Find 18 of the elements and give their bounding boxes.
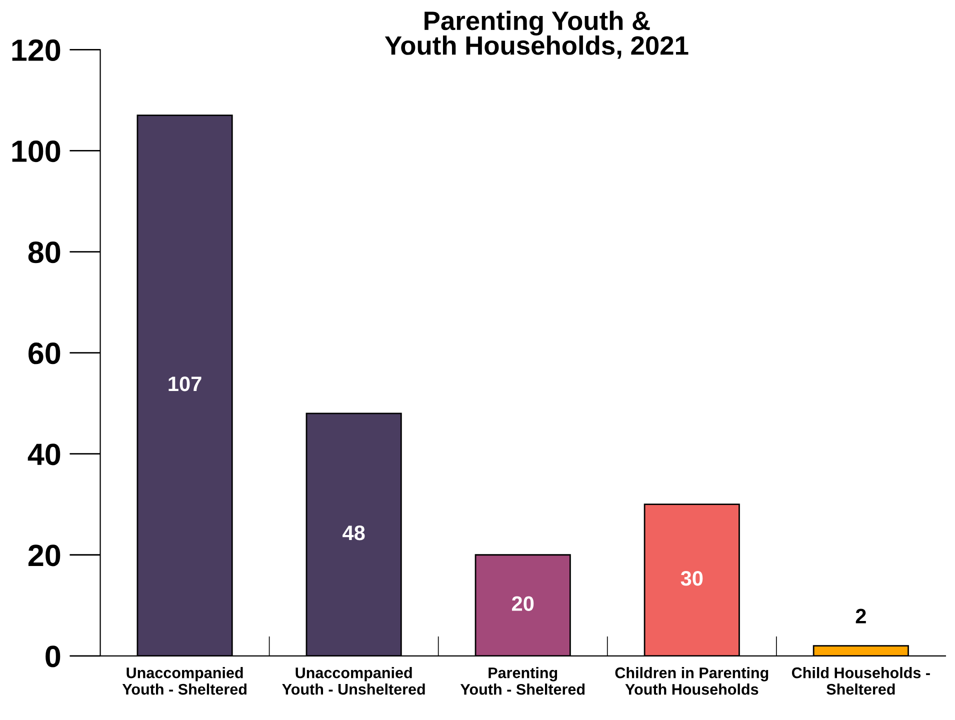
data-label: 20 [512, 596, 534, 611]
y-tick-label: 80 [28, 241, 60, 264]
y-tick-label: 20 [28, 544, 60, 566]
x-tick-label: Parenting Youth - Sheltered [460, 667, 585, 695]
y-tick-label: 60 [28, 342, 60, 364]
data-label: 30 [680, 570, 703, 586]
chart-title: Parenting Youth & Youth Households, 2021 [384, 10, 688, 59]
x-tick-label: Unaccompanied Youth - Sheltered [122, 667, 246, 695]
y-tick-label: 100 [12, 140, 60, 162]
x-tick-label: Child Households - Sheltered [792, 667, 930, 695]
y-tick-label: 0 [46, 646, 60, 668]
x-tick-label: Children in Parenting Youth Households [615, 667, 768, 695]
data-label: 48 [342, 526, 365, 540]
data-label: 2 [856, 608, 866, 624]
y-tick-label: 40 [28, 444, 60, 466]
data-label: 107 [168, 376, 202, 392]
y-tick-label: 120 [12, 39, 60, 62]
x-tick-label: Unaccompanied Youth - Unsheltered [282, 667, 425, 695]
